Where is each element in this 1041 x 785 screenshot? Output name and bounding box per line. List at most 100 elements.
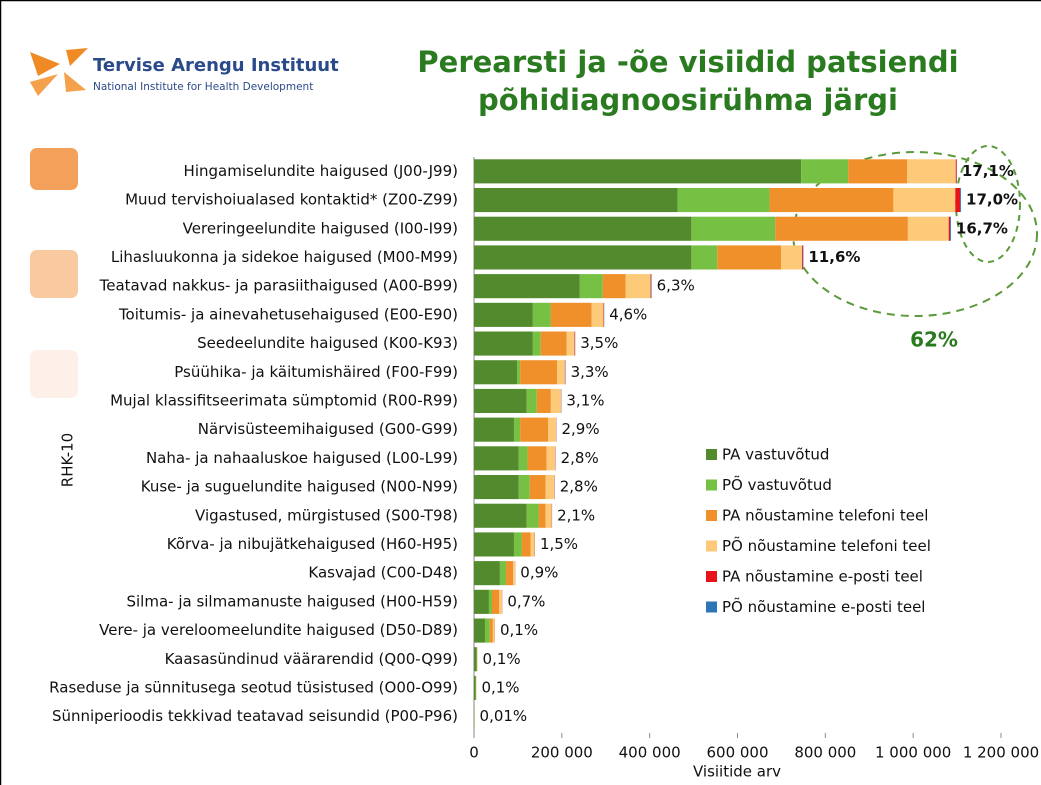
bar-segment [474, 417, 514, 442]
logo-subtitle: National Institute for Health Developmen… [93, 81, 313, 93]
bar-segment [526, 503, 539, 528]
bar-segment [474, 561, 500, 586]
share-label: 3,1% [566, 391, 604, 409]
bar-segment [566, 331, 575, 356]
y-tick-label: Muud tervishoiualased kontaktid* (Z00-Z9… [125, 191, 458, 209]
legend-label: PÕ nõustamine telefoni teel [722, 536, 931, 555]
bar-segment [474, 159, 802, 184]
bar-segment [717, 245, 781, 270]
bar-segment [775, 216, 908, 241]
bar-segment [474, 245, 692, 270]
bar-segment [955, 159, 957, 184]
bar-segment [691, 245, 718, 270]
bar-segment [955, 187, 961, 213]
logo-name: Tervise Arengu Instituut [93, 55, 339, 76]
legend-swatch [706, 540, 717, 552]
bar-segment [518, 474, 530, 500]
bar-segment [506, 561, 514, 586]
bar-segment [848, 159, 908, 184]
bar-segment [677, 187, 770, 213]
share-label: 6,3% [657, 277, 695, 295]
legend-swatch [706, 479, 717, 491]
bar-segment [513, 532, 522, 557]
deco-square [30, 350, 78, 398]
annotation: 62% [910, 328, 958, 352]
bar-segment [474, 503, 527, 528]
y-tick-label: Kaasasündinud väärarendid (Q00-Q99) [165, 650, 458, 668]
bar-segment [513, 561, 516, 586]
y-tick-label: Kuse- ja suguelundite haigused (N00-N99) [141, 478, 458, 496]
legend-swatch [706, 510, 717, 521]
bar-segment [548, 417, 557, 442]
legend-label: PA vastuvõtud [722, 446, 829, 464]
logo-icon [30, 48, 88, 96]
bar-segment [538, 503, 546, 528]
share-label: 0,1% [481, 678, 519, 696]
bar-segment [532, 331, 541, 356]
share-label: 2,1% [557, 506, 595, 524]
x-axis-label: Visiitide arv [693, 763, 781, 781]
x-tick-label: 400 000 [619, 744, 681, 762]
y-tick-label: Seedeelundite haigused (K00-K93) [197, 334, 458, 352]
bar-segment [474, 388, 527, 414]
bar-segment [907, 216, 949, 241]
share-label: 0,7% [507, 592, 545, 610]
bar-segment [550, 388, 561, 414]
bar-segment [530, 532, 535, 557]
bar-segment [474, 618, 485, 643]
bar-segment [529, 474, 546, 500]
bar-segment [550, 302, 592, 327]
bar-segment [546, 446, 556, 471]
share-label: 16,7% [956, 219, 1008, 237]
y-tick-label: Mujal klassifitseerimata sümptomid (R00-… [110, 391, 458, 409]
x-tick-label: 1 200 000 [963, 744, 1039, 762]
bar-segment [474, 647, 477, 672]
bar-segment [536, 388, 551, 414]
bar-segment [488, 589, 493, 614]
y-tick-label: Silma- ja silmamanuste haigused (H00-H59… [126, 592, 458, 610]
x-tick-label: 800 000 [794, 744, 856, 762]
legend-swatch [706, 449, 717, 460]
bar-segment [591, 302, 604, 327]
bar-segment [907, 159, 956, 184]
bar-segment [625, 274, 651, 299]
bar-segment [474, 589, 489, 614]
deco-square [30, 148, 78, 190]
bar-segment [521, 532, 531, 557]
bar-segment [499, 561, 507, 586]
share-label: 0,9% [520, 564, 558, 582]
y-tick-label: Kõrva- ja nibujätkehaigused (H60-H95) [167, 535, 458, 553]
bar-segment [513, 417, 521, 442]
share-label: 4,6% [609, 305, 647, 323]
y-tick-label: Vere- ja vereloomeelundite haigused (D50… [99, 621, 458, 639]
bar-segment [802, 245, 803, 270]
share-label: 3,5% [580, 334, 618, 352]
x-tick-label: 0 [469, 744, 479, 762]
y-tick-label: Närvisüsteemihaigused (G00-G99) [198, 420, 458, 438]
y-tick-label: Vigastused, mürgistused (S00-T98) [195, 506, 458, 524]
y-tick-label: Teatavad nakkus- ja parasiithaigused (A0… [99, 277, 458, 295]
share-label: 2,8% [560, 478, 598, 496]
legend-label: PA nõustamine e-posti teel [722, 568, 923, 586]
bar-segment [545, 474, 555, 500]
bar-segment [517, 360, 521, 385]
bar-segment [489, 618, 493, 643]
bar-segment [532, 302, 551, 327]
bar-segment [780, 245, 803, 270]
bar-segment [474, 302, 533, 327]
legend-swatch [706, 601, 717, 613]
share-label: 2,8% [561, 449, 599, 467]
share-label: 0,1% [483, 650, 521, 668]
share-label: 0,01% [480, 707, 528, 725]
y-tick-label: Sünniperioodis tekkivad teatavad seisund… [52, 707, 458, 725]
y-tick-label: Kasvajad (C00-D48) [308, 564, 458, 582]
bar-segment [520, 417, 549, 442]
y-tick-label: Psüühika- ja käitumishäired (F00-F99) [174, 363, 458, 381]
bar-segment [474, 532, 514, 557]
bar-segment [474, 331, 533, 356]
bar-segment [602, 274, 626, 299]
bar-segment [484, 618, 490, 643]
share-label: 17,0% [966, 191, 1018, 209]
legend-label: PÕ vastuvõtud [722, 475, 832, 494]
